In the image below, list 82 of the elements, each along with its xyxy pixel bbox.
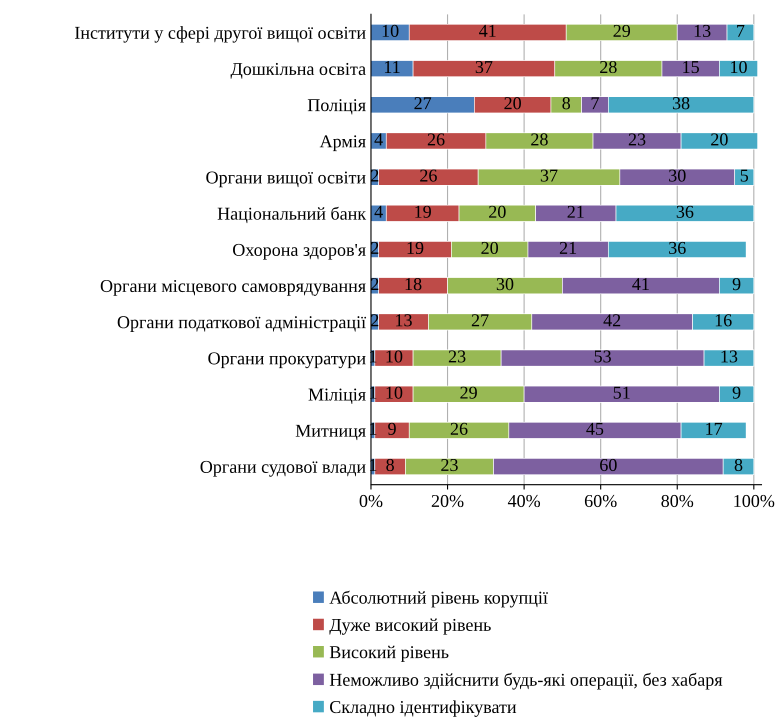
legend-label: Дуже високий рівень xyxy=(329,618,491,635)
data-label: 26 xyxy=(428,133,445,146)
y-tick-label: Поліція xyxy=(308,99,366,115)
data-label: 8 xyxy=(562,97,570,110)
data-label: 11 xyxy=(384,61,400,73)
x-tick-label: 100% xyxy=(734,494,774,508)
data-label: 45 xyxy=(586,422,604,435)
data-label: 7 xyxy=(592,97,599,110)
y-tick-label: Органи податкової адміністрації xyxy=(118,316,366,332)
data-label: 20 xyxy=(481,242,498,254)
data-label: 27 xyxy=(472,314,489,326)
x-tick-label: 80% xyxy=(661,494,694,508)
data-label: 10 xyxy=(386,386,402,399)
data-label: 37 xyxy=(540,170,558,182)
y-tick-label: Інститути у сфері другої вищої освіти xyxy=(74,26,366,43)
data-label: 1 xyxy=(370,458,376,471)
data-label: 26 xyxy=(420,170,437,182)
data-label: 19 xyxy=(415,206,431,218)
data-label: 42 xyxy=(603,314,620,326)
y-tick-label: Органи вищої освіти xyxy=(206,171,366,188)
data-label: 30 xyxy=(669,169,686,182)
data-label: 27 xyxy=(414,97,432,110)
data-label: 18 xyxy=(406,278,422,290)
data-label: 20 xyxy=(489,206,506,218)
data-label: 13 xyxy=(396,314,412,326)
data-label: 9 xyxy=(732,386,740,399)
data-label: 51 xyxy=(614,386,630,399)
y-tick-label: Національний банк xyxy=(218,206,366,224)
legend-label: Абсолютний рівень корупції xyxy=(329,590,548,608)
data-label: 20 xyxy=(504,97,521,110)
y-tick-label: Органи місцевого самоврядування xyxy=(100,280,366,296)
data-label: 38 xyxy=(672,97,690,110)
data-label: 29 xyxy=(460,386,477,399)
data-label: 36 xyxy=(676,206,694,218)
data-label: 37 xyxy=(476,61,492,74)
data-label: 23 xyxy=(448,350,466,363)
data-label: 60 xyxy=(600,458,617,472)
data-label: 8 xyxy=(386,458,394,472)
y-tick-label: Митниця xyxy=(296,424,366,440)
data-label: 41 xyxy=(632,278,649,290)
y-tick-label: Міліція xyxy=(308,388,366,404)
data-label: 53 xyxy=(594,350,611,363)
y-tick-label: Органи прокуратури xyxy=(208,352,366,368)
data-label: 28 xyxy=(531,133,548,146)
y-tick-label: Органи судової влади xyxy=(200,460,366,477)
data-label: 21 xyxy=(568,206,584,218)
data-label: 13 xyxy=(694,24,710,37)
data-label: 29 xyxy=(614,24,630,37)
data-label: 23 xyxy=(441,458,458,472)
data-label: 23 xyxy=(628,133,646,146)
data-label: 15 xyxy=(683,61,699,74)
y-tick-label: Охорона здоров'я xyxy=(233,244,366,260)
data-label: 4 xyxy=(374,206,383,218)
data-label: 10 xyxy=(386,350,402,363)
data-label: 19 xyxy=(408,242,424,254)
data-label: 26 xyxy=(450,422,468,435)
x-tick-label: 20% xyxy=(432,494,464,508)
data-label: 13 xyxy=(721,350,738,363)
data-label: 8 xyxy=(734,458,742,472)
data-label: 16 xyxy=(716,314,732,326)
x-tick-label: 60% xyxy=(584,494,617,508)
data-label: 7 xyxy=(737,24,744,37)
data-label: 21 xyxy=(560,242,576,254)
x-tick-label: 0% xyxy=(360,494,382,508)
data-label: 9 xyxy=(388,422,396,435)
y-tick-label: Армія xyxy=(320,135,366,152)
data-label: 30 xyxy=(496,278,514,290)
data-label: 41 xyxy=(479,24,496,37)
data-label: 5 xyxy=(740,170,748,182)
data-label: 28 xyxy=(600,60,617,74)
data-label: 17 xyxy=(706,422,722,435)
data-label: 9 xyxy=(732,278,740,290)
data-label: 36 xyxy=(669,242,686,254)
data-label: 10 xyxy=(731,60,747,74)
data-label: 10 xyxy=(382,24,398,37)
legend-label: Неможливо здійснити будь-які операції, без хабаря xyxy=(330,672,722,690)
y-tick-label: Дошкільна освіта xyxy=(230,62,366,79)
legend-label: Складно ідентифікувати xyxy=(330,700,516,717)
legend-label: Високий рівень xyxy=(330,646,448,662)
data-label: 4 xyxy=(374,133,383,146)
x-tick-label: 40% xyxy=(508,494,540,508)
data-label: 20 xyxy=(711,133,728,146)
